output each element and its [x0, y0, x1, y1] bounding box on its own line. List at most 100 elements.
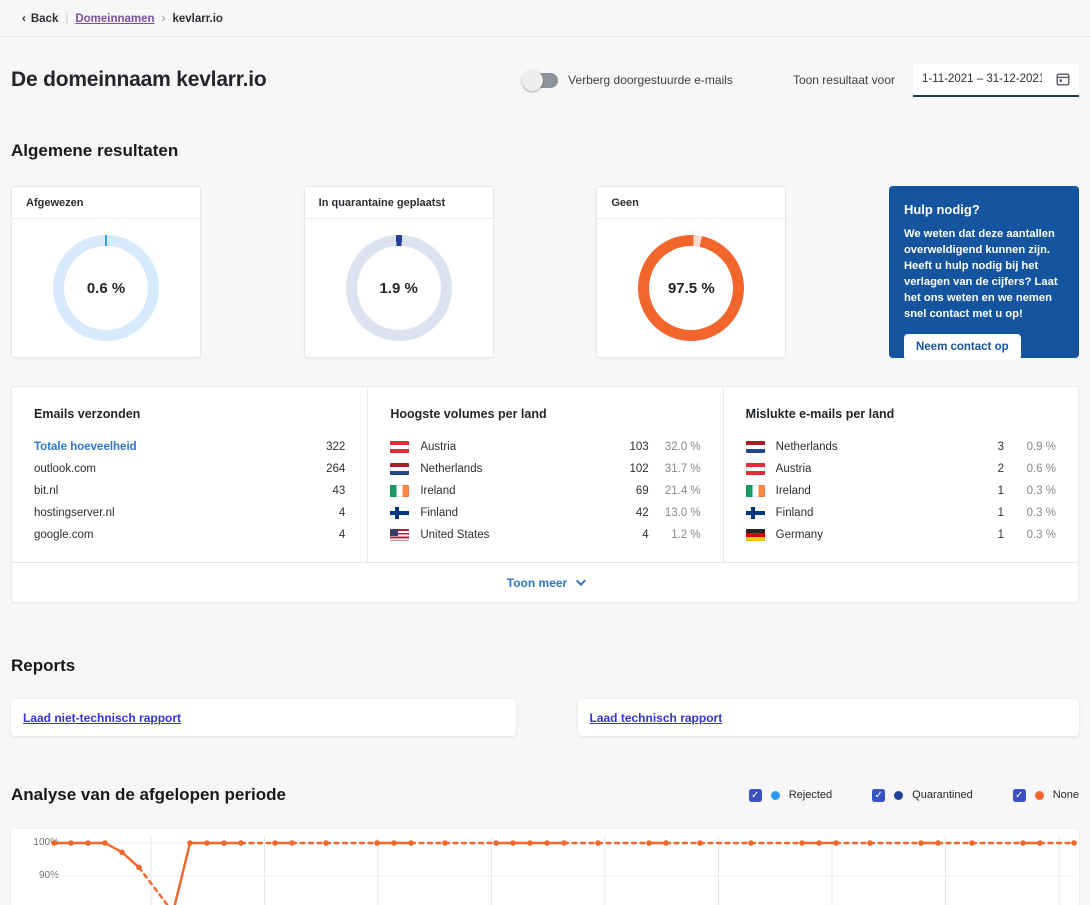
table-row: hostingserver.nl 4	[34, 502, 345, 524]
y-axis-tick: 100%	[33, 837, 59, 848]
show-more-button[interactable]: Toon meer	[12, 562, 1078, 602]
country-label: Ireland	[775, 485, 811, 497]
y-axis-tick: 90%	[38, 870, 59, 881]
row-count: 103	[629, 441, 649, 453]
table-title: Mislukte e-mails per land	[745, 407, 895, 421]
row-percent: 32.0 %	[664, 441, 701, 453]
table-row: Germany 1 0.3 %	[745, 524, 1056, 546]
austria-flag-icon	[390, 441, 410, 453]
stat-card-title: Afgewezen	[12, 187, 200, 219]
failed-emails-table: Mislukte e-mails per land Netherlands 3 0.…	[722, 387, 1078, 562]
row-count: 3	[997, 441, 1004, 453]
rejected-dot-icon	[770, 790, 780, 800]
donut-value: 1.9 %	[379, 279, 418, 297]
row-count: 4	[642, 529, 649, 541]
table-row: Netherlands 3 0.9 %	[745, 436, 1056, 458]
row-label: google.com	[34, 529, 94, 541]
row-value: 4	[338, 529, 346, 541]
legend-item-none: ✓ None	[1012, 788, 1079, 802]
netherlands-flag-icon	[745, 441, 765, 453]
table-row: Ireland 69 21.4 %	[390, 480, 701, 502]
country-label: Finland	[775, 507, 814, 519]
ireland-flag-icon	[745, 485, 765, 497]
breadcrumb: ‹ Back | Domeinnamen › kevlarr.io	[0, 0, 1090, 37]
row-percent: 0.9 %	[1026, 441, 1056, 453]
help-title: Hulp nodig?	[903, 202, 980, 217]
finland-flag-icon	[390, 507, 410, 519]
row-percent: 31.7 %	[664, 463, 701, 475]
table-row: outlook.com 264	[34, 458, 345, 480]
stats-tables-card: Emails verzonden Totale hoeveelheid 322 o…	[11, 386, 1079, 603]
row-percent: 1.2 %	[671, 529, 701, 541]
non-technical-report-card: Laad niet-technisch rapport	[11, 699, 516, 736]
total-amount-link[interactable]: Totale hoeveelheid	[34, 441, 137, 453]
analysis-chart-card: 100% 90%	[11, 829, 1079, 905]
legend-item-quarantined: ✓ Quarantined	[872, 788, 973, 802]
date-range-picker[interactable]	[913, 63, 1079, 97]
donut-value: 0.6 %	[86, 279, 126, 297]
rejected-stat-card: Afgewezen 0.6 %	[11, 186, 201, 358]
table-row: Austria 2 0.6 %	[745, 458, 1056, 480]
row-value: 322	[326, 441, 346, 453]
row-count: 42	[635, 507, 649, 519]
chevron-down-icon	[576, 576, 587, 587]
austria-flag-icon	[745, 463, 765, 475]
legend-label: Rejected	[788, 789, 833, 801]
legend-item-rejected: ✓ Rejected	[748, 788, 833, 802]
row-percent: 13.0 %	[664, 507, 701, 519]
row-count: 1	[997, 529, 1004, 541]
row-percent: 0.3 %	[1026, 529, 1056, 541]
help-body: We weten dat deze aantallen overweldigen…	[903, 228, 1058, 320]
table-title: Hoogste volumes per land	[390, 407, 547, 421]
row-percent: 0.6 %	[1026, 463, 1056, 475]
row-percent: 0.3 %	[1026, 507, 1056, 519]
rejected-checkbox[interactable]: ✓	[748, 788, 762, 802]
section-title-reports: Reports	[11, 656, 76, 675]
table-row: Ireland 1 0.3 %	[745, 480, 1056, 502]
country-label: Finland	[420, 507, 459, 519]
table-row: Netherlands 102 31.7 %	[390, 458, 701, 480]
contact-button[interactable]: Neem contact op	[903, 334, 1021, 361]
table-row[interactable]: Totale hoeveelheid 322	[34, 436, 345, 458]
none-checkbox[interactable]: ✓	[1012, 788, 1026, 802]
country-label: United States	[420, 529, 490, 541]
domains-link[interactable]: Domeinnamen	[75, 13, 155, 25]
row-count: 1	[997, 485, 1004, 497]
none-stat-card: Geen 97.5 %	[596, 186, 787, 358]
table-row: United States 4 1.2 %	[390, 524, 701, 546]
breadcrumb-separator: |	[65, 13, 69, 25]
germany-flag-icon	[745, 529, 765, 541]
current-domain: kevlarr.io	[172, 13, 223, 25]
none-donut-chart: 97.5 %	[638, 235, 745, 341]
united-states-flag-icon	[390, 529, 410, 541]
technical-report-link[interactable]: Laad technisch rapport	[589, 710, 723, 725]
none-dot-icon	[1034, 790, 1044, 800]
finland-flag-icon	[745, 507, 765, 519]
forwarded-emails-toggle[interactable]	[522, 69, 559, 91]
row-label: hostingserver.nl	[34, 507, 115, 519]
chevron-right-icon: ›	[161, 13, 166, 25]
row-percent: 0.3 %	[1026, 485, 1056, 497]
quarantined-donut-chart: 1.9 %	[345, 235, 452, 341]
calendar-icon[interactable]	[1056, 72, 1070, 86]
row-count: 102	[629, 463, 649, 475]
date-range-input[interactable]	[922, 73, 1042, 85]
non-technical-report-link[interactable]: Laad niet-technisch rapport	[23, 710, 182, 725]
quarantined-checkbox[interactable]: ✓	[872, 788, 886, 802]
table-title: Emails verzonden	[34, 407, 141, 421]
country-label: Netherlands	[775, 441, 838, 453]
quarantined-dot-icon	[894, 790, 904, 800]
country-label: Netherlands	[420, 463, 483, 475]
rejected-donut-chart: 0.6 %	[53, 235, 159, 341]
row-value: 264	[326, 463, 346, 475]
stat-card-title: Geen	[597, 187, 786, 219]
back-link[interactable]: ‹ Back	[22, 13, 59, 25]
row-label: outlook.com	[34, 463, 97, 475]
row-percent: 21.4 %	[664, 485, 701, 497]
country-label: Austria	[420, 441, 457, 453]
show-more-label: Toon meer	[506, 575, 568, 590]
section-title-analysis: Analyse van de afgelopen periode	[11, 785, 286, 804]
technical-report-card: Laad technisch rapport	[577, 699, 1079, 736]
row-count: 1	[997, 507, 1004, 519]
row-value: 4	[338, 507, 346, 519]
